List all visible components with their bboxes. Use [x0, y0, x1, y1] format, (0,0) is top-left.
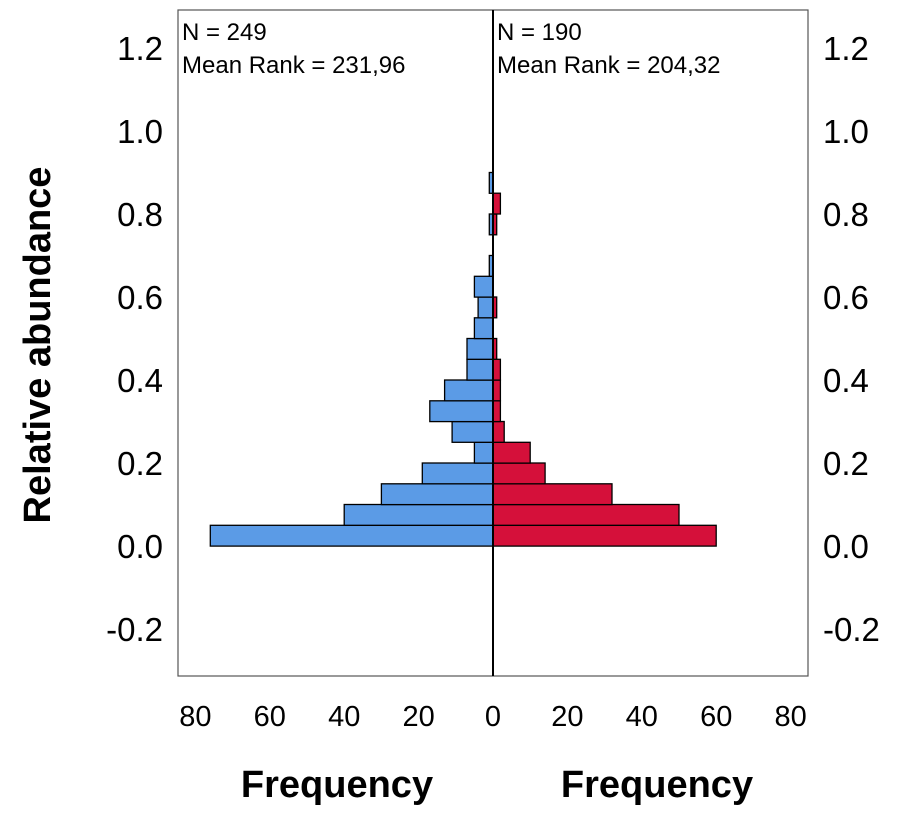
bars-layer [209, 171, 717, 547]
right-n-label: N = 190 [497, 19, 582, 46]
right-bar-6 [492, 400, 502, 423]
right-x-axis-title: Frequency [561, 764, 753, 806]
y-tick-right-3: 0.4 [823, 362, 869, 399]
x-tick-right-0: 20 [551, 701, 583, 733]
y-tick-right-6: 1.0 [823, 113, 869, 150]
y-tick-left-2: 0.2 [117, 445, 163, 482]
left-bar-9 [466, 337, 494, 360]
y-tick-left-1: 0.0 [117, 528, 163, 565]
left-n-label: N = 249 [182, 19, 267, 46]
x-tick-right-1: 40 [626, 701, 658, 733]
right-bar-4 [492, 441, 531, 464]
right-bar-5 [492, 420, 505, 443]
y-tick-right-5: 0.8 [823, 196, 869, 233]
right-bar-2 [492, 483, 613, 506]
left-bar-4 [473, 441, 494, 464]
labels-layer: N = 249 Mean Rank = 231,96 N = 190 Mean … [17, 19, 753, 806]
left-bar-0 [209, 524, 494, 547]
right-bar-7 [492, 379, 502, 402]
y-tick-left-7: 1.2 [117, 30, 163, 67]
y-tick-right-4: 0.6 [823, 279, 869, 316]
y-tick-left-0: -0.2 [106, 611, 163, 648]
left-bar-12 [473, 275, 494, 298]
left-bar-10 [473, 317, 494, 340]
x-tick-left-1: 60 [254, 701, 286, 733]
y-tick-left-6: 1.0 [117, 113, 163, 150]
left-bar-8 [466, 358, 494, 381]
right-bar-1 [492, 503, 680, 526]
y-tick-left-4: 0.6 [117, 279, 163, 316]
left-bar-6 [429, 400, 494, 423]
y-tick-right-0: -0.2 [823, 611, 880, 648]
left-bar-2 [380, 483, 494, 506]
left-x-axis-title: Frequency [241, 764, 433, 806]
y-tick-right-7: 1.2 [823, 30, 869, 67]
left-bar-7 [443, 379, 494, 402]
left-bar-3 [421, 462, 494, 485]
axes-layer: -0.2 -0.2 0.0 0.0 0.2 0.2 0.4 0.4 0.6 0.6 0.8 0.8 1.… [106, 9, 880, 733]
right-bar-8 [492, 358, 502, 381]
x-tick-left-0: 80 [179, 701, 211, 733]
y-tick-left-3: 0.4 [117, 362, 163, 399]
right-bar-0 [492, 524, 717, 547]
left-bar-11 [477, 296, 494, 319]
x-tick-left-3: 20 [402, 701, 434, 733]
x-tick-left-4: 0 [485, 701, 501, 733]
left-mean-rank-label: Mean Rank = 231,96 [182, 52, 406, 79]
right-bar-3 [492, 462, 546, 485]
y-axis-title: Relative abundance [17, 167, 59, 524]
left-bar-1 [343, 503, 494, 526]
left-bar-5 [451, 420, 494, 443]
x-tick-left-2: 40 [328, 701, 360, 733]
right-mean-rank-label: Mean Rank = 204,32 [497, 52, 721, 79]
x-tick-right-2: 60 [700, 701, 732, 733]
x-tick-right-3: 80 [774, 701, 806, 733]
y-tick-left-5: 0.8 [117, 196, 163, 233]
y-tick-right-2: 0.2 [823, 445, 869, 482]
right-bar-12 [492, 192, 502, 215]
y-tick-right-1: 0.0 [823, 528, 869, 565]
